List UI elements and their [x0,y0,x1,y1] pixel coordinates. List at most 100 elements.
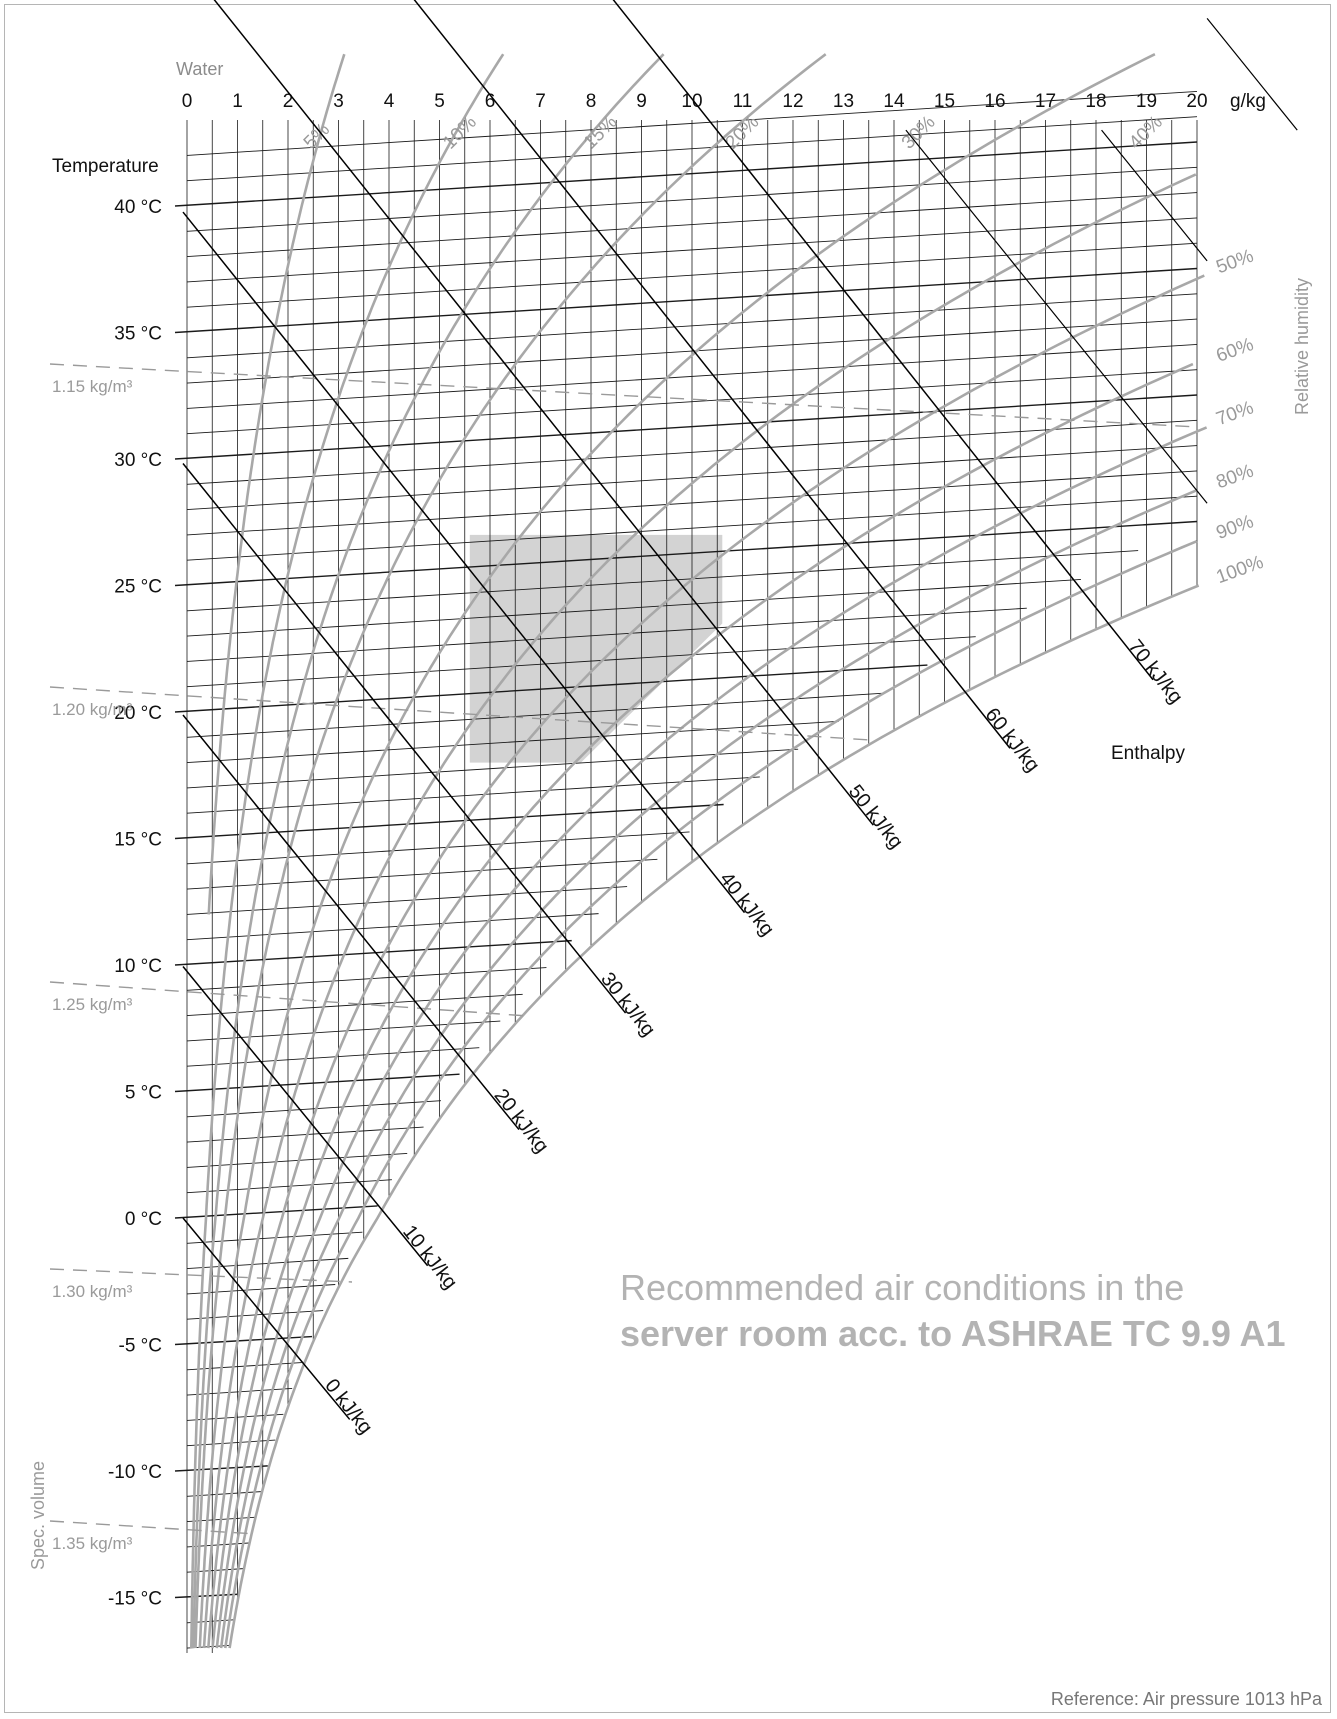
y-tick-label: -15 °C [108,1589,162,1610]
enthalpy-line-70 [612,0,1154,681]
x-tick-label: 19 [1136,91,1157,112]
y-tick-label: -5 °C [119,1336,163,1357]
temp-major-gridline [174,1073,460,1093]
x-axis-unit: g/kg [1230,91,1266,112]
rh-curve-30 [198,53,1156,1649]
x-tick-label: 11 [733,91,753,112]
rh-curve-label: 80% [1214,461,1257,494]
enthalpy-label: 10 kJ/kg [398,1221,461,1293]
rh-curve-label: 90% [1214,511,1257,544]
temp-major-gridline [174,141,1198,207]
y-tick-label: 40 °C [114,197,162,218]
rh-curve-40 [202,173,1197,1649]
x-tick-label: 5 [434,91,445,112]
rh-curve-80 [219,489,1197,1649]
temp-major-gridline [174,664,928,713]
temp-gridline [186,720,839,764]
temp-gridline [186,748,799,789]
spec-volume-line [49,363,1198,428]
spec-volume-line [49,1268,353,1283]
x-tick-label: 4 [384,91,395,112]
x-tick-label: 2 [283,91,294,112]
enthalpy-line-60 [413,0,1011,749]
y-tick-label: 25 °C [114,577,162,598]
temp-gridline [186,967,547,991]
spec-volume-layer: 1.15 kg/m³ 1.20 kg/m³ 1.25 kg/m³ 1.30 kg/m³… [49,363,1198,1553]
temp-gridline [186,607,1027,662]
spec-volume-label: 1.25 kg/m³ [52,995,133,1014]
rh-curve-label: 10% [439,112,481,154]
rh-curve-50 [207,274,1205,1649]
x-tick-label: 15 [934,91,955,112]
enthalpy-axis-label: Enthalpy [1111,743,1185,764]
rh-curve-5 [207,53,346,915]
rh-curve-label: 5% [300,119,334,153]
enthalpy-line-40 [182,211,746,914]
rh-curve-100 [228,584,1200,1649]
y-tick-label: 0 °C [125,1209,162,1230]
x-tick-label: 1 [232,91,243,112]
temp-major-gridline [174,520,1198,587]
rh-curve-15 [192,53,665,1649]
temp-gridline [186,636,976,688]
rh-curve-label: 40% [1125,112,1167,154]
rh-curve-label: 60% [1214,334,1257,367]
x-axis-label: Water [176,59,223,79]
y-tick-label: 20 °C [114,703,162,724]
spec-volume-line [49,1520,257,1535]
rh-curve-60 [211,362,1194,1649]
y-tick-label: 15 °C [114,830,162,851]
rh-curve-label: 100% [1214,552,1267,588]
rh-curve-label: 50% [1214,245,1257,278]
x-tick-label: 20 [1186,91,1207,112]
enthalpy-label: 70 kJ/kg [1124,636,1187,708]
enthalpy-line-50 [213,0,874,826]
x-tick-label: 17 [1035,91,1056,112]
y-tick-label: 10 °C [114,956,162,977]
zone-caption-line2: server room acc. to ASHRAE TC 9.9 A1 [620,1313,1286,1354]
enthalpy-label: 30 kJ/kg [596,968,659,1040]
rh-curve-20 [194,53,827,1649]
rh-curve-label: 20% [722,112,764,154]
enthalpy-line [1207,0,1337,130]
temp-gridline [186,886,628,915]
rh-curve-90 [224,539,1198,1649]
rh-curve-label: 70% [1214,397,1257,430]
temp-gridline [186,579,1081,637]
enthalpy-line [1101,129,1208,262]
enthalpy-line-0 [182,1217,351,1420]
reference-note: Reference: Air pressure 1013 hPa [1051,1689,1323,1709]
zone-caption-line1: Recommended air conditions in the [620,1267,1184,1308]
temp-gridline [186,776,760,814]
x-tick-label: 7 [535,91,546,112]
spec-volume-label: 1.15 kg/m³ [52,377,133,396]
enthalpy-label: 40 kJ/kg [715,868,778,940]
temp-gridline [186,692,882,738]
x-tick-label: 13 [833,91,854,112]
spec-volume-axis-label: Spec. volume [28,1461,48,1570]
enthalpy-line [905,129,1208,504]
temp-gridline [186,1152,408,1168]
spec-volume-label: 1.30 kg/m³ [52,1282,133,1301]
spec-volume-label: 1.35 kg/m³ [52,1534,133,1553]
x-tick-label: 12 [782,91,803,112]
zone-layer [469,534,723,763]
temp-gridline [186,1231,363,1244]
temp-gridline [186,831,690,865]
y-tick-label: 30 °C [114,450,162,471]
rh-curve-10 [190,53,505,1649]
temp-gridline [186,1179,392,1194]
x-tick-label: 9 [636,91,647,112]
x-tick-label: 18 [1085,91,1106,112]
enthalpy-line [1207,0,1337,130]
enthalpy-label: 60 kJ/kg [981,704,1044,776]
rh-curve-label: 30% [898,112,940,154]
rh-curve-70 [215,426,1208,1649]
y-tick-label: 5 °C [125,1083,162,1104]
enthalpy-line-30 [182,463,627,1014]
y-axis-label: Temperature [52,156,159,177]
x-tick-label: 0 [182,91,193,112]
spec-volume-label: 1.20 kg/m³ [52,700,133,719]
